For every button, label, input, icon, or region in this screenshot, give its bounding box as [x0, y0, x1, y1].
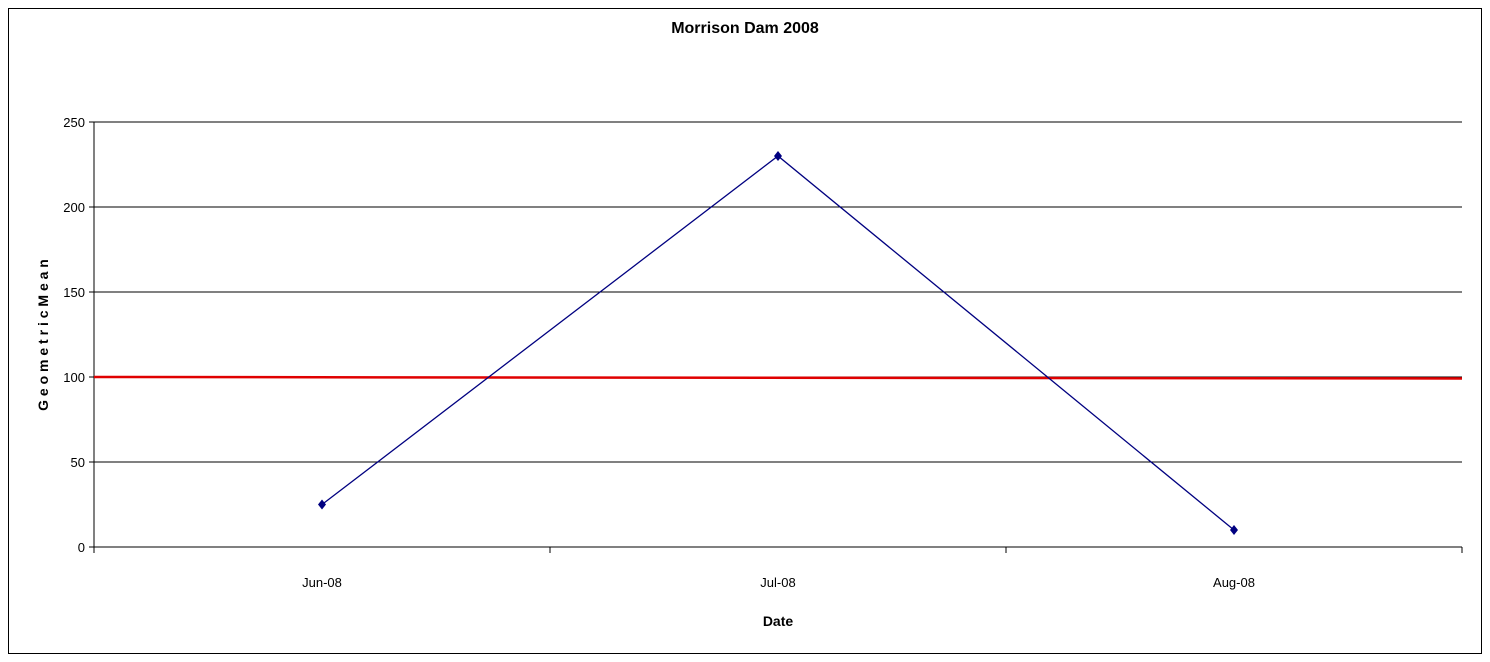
y-tick-label: 100 — [63, 370, 85, 385]
x-tick-label: Jul-08 — [760, 575, 795, 590]
y-tick-label: 50 — [71, 455, 85, 470]
series — [318, 151, 1238, 535]
axes — [89, 121, 1463, 553]
y-axis-title: G e o m e t r i c M e a n — [35, 259, 51, 411]
reference-line-100 — [93, 375, 1463, 380]
data-point-marker — [774, 151, 782, 161]
y-tick-label: 150 — [63, 285, 85, 300]
x-axis-title: Date — [763, 613, 794, 629]
series-line — [321, 155, 1235, 531]
x-tick-labels: Jun-08 Jul-08 Aug-08 — [302, 575, 1255, 590]
x-tick-label: Aug-08 — [1213, 575, 1255, 590]
gridlines — [94, 121, 1462, 463]
y-tick-label: 250 — [63, 115, 85, 130]
chart-frame — [8, 8, 1482, 654]
chart-title: Morrison Dam 2008 — [671, 20, 819, 37]
x-tick-label: Jun-08 — [302, 575, 342, 590]
y-tick-labels: 0 50 100 150 200 250 — [63, 115, 85, 555]
y-tick-label: 0 — [78, 540, 85, 555]
reference-line — [93, 375, 1463, 380]
data-point-marker — [318, 499, 326, 510]
data-point-marker — [1230, 525, 1238, 535]
y-tick-label: 200 — [63, 200, 85, 215]
